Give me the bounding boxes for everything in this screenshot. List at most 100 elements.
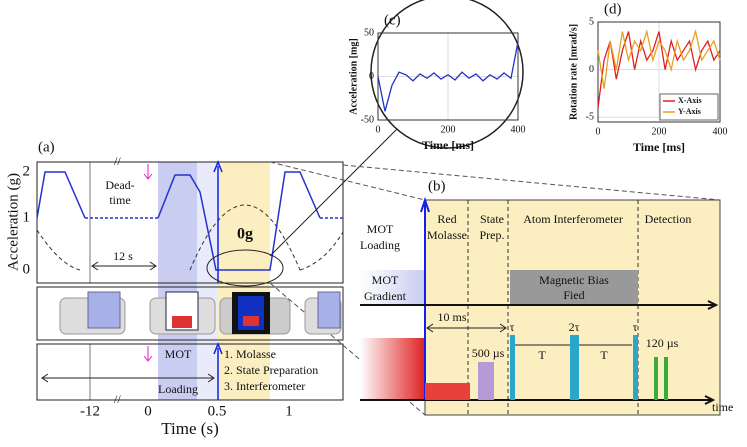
annotation: Loading xyxy=(158,382,198,396)
plot-frame xyxy=(597,21,721,123)
arrow xyxy=(420,196,430,400)
row-label: MOT xyxy=(367,222,394,236)
panel-a-middle xyxy=(36,286,344,341)
arrow xyxy=(213,159,223,283)
phase-label: Detection xyxy=(645,212,692,226)
row-label: Loading xyxy=(360,238,400,252)
duration-arrow xyxy=(426,323,507,333)
break: // xyxy=(114,392,121,406)
step: 3. Interferometer xyxy=(224,379,305,393)
panel-label: (d) xyxy=(604,1,622,17)
detection-pulse xyxy=(664,357,668,400)
y-tick-label: -5 xyxy=(586,112,594,123)
zoom-line xyxy=(342,164,721,201)
arrow xyxy=(213,341,223,400)
x-tick-label: 400 xyxy=(713,126,728,137)
row-label: Gradient xyxy=(364,289,407,303)
x-tick-label: 0 xyxy=(376,124,381,135)
phase-label: Molasse xyxy=(427,228,467,242)
y-tick-label: 0 xyxy=(23,261,31,277)
bias-label: Magnetic Bias xyxy=(539,273,609,287)
gap-label: T xyxy=(538,348,546,362)
arrow xyxy=(143,346,153,362)
pulse-label: 2τ xyxy=(569,320,580,334)
molasse-pulse xyxy=(425,383,470,400)
legend-label: X-Axis xyxy=(678,96,702,105)
panel-label: (c) xyxy=(384,12,401,28)
loading-arrow xyxy=(41,373,215,383)
y-axis-label: Rotation rate [mrad/s] xyxy=(568,24,579,120)
x-axis-label: Time [ms] xyxy=(633,140,685,154)
y-tick-label: 0 xyxy=(369,71,374,82)
phase-label: Prep. xyxy=(480,228,505,242)
x-tick-label: -12 xyxy=(80,403,100,419)
y-axis-label: Acceleration [mg] xyxy=(348,38,359,114)
annotation: Dead- xyxy=(105,178,134,192)
detection-pulse xyxy=(654,357,658,400)
duration-label: 500 µs xyxy=(472,346,505,360)
bias-label: Fied xyxy=(563,288,584,302)
zoom-circle xyxy=(370,0,524,149)
y-tick-label: 1 xyxy=(23,209,31,225)
time-label: time xyxy=(712,400,733,414)
y-tick-label: 0 xyxy=(589,64,594,75)
step: 1. Molasse xyxy=(224,347,276,361)
x-tick-label: 400 xyxy=(511,124,526,135)
x-tick-label: 200 xyxy=(441,124,456,135)
annotation: time xyxy=(109,193,130,207)
annotation: MOT xyxy=(165,347,192,361)
gradient-shade xyxy=(360,270,425,305)
annotation: 12 s xyxy=(113,249,133,263)
data-line xyxy=(597,28,721,89)
step: 2. State Preparation xyxy=(224,363,318,377)
acceleration-curve xyxy=(36,171,321,271)
x-tick-label: 0.5 xyxy=(208,403,227,419)
y-tick-label: -50 xyxy=(361,114,374,125)
phase-label: Atom Interferometer xyxy=(523,212,623,226)
zoom-line xyxy=(269,161,426,201)
time-axis xyxy=(360,300,719,405)
x-axis-label: Time [ms] xyxy=(422,138,474,152)
phase-label: State xyxy=(480,212,504,226)
panel-a-top xyxy=(36,161,344,284)
arrow xyxy=(143,164,153,180)
raman-pulse xyxy=(633,335,638,400)
x-axis-label: Time (s) xyxy=(161,419,218,438)
legend xyxy=(659,93,719,121)
phase-label: Red xyxy=(437,212,456,226)
x-tick-label: 1 xyxy=(285,403,293,419)
y-tick-label: 5 xyxy=(589,16,594,27)
pulse-label: τ xyxy=(633,320,638,334)
zero-g-shade xyxy=(218,162,270,400)
interval-arrow xyxy=(91,261,157,271)
gap-label: T xyxy=(600,348,608,362)
y-axis-label: Acceleration (g) xyxy=(5,173,21,271)
annotation: 0g xyxy=(237,226,253,243)
pulse-label: τ xyxy=(510,320,515,334)
raman-pulse xyxy=(570,335,579,400)
zoom-line xyxy=(269,127,399,257)
x-tick-label: 0 xyxy=(144,403,152,419)
legend-label: Y-Axis xyxy=(678,107,701,116)
duration-label: 120 µs xyxy=(646,336,679,350)
bias-field xyxy=(510,270,638,305)
phase-divider xyxy=(467,200,639,415)
panel-label: (a) xyxy=(38,139,55,155)
row-label: MOT xyxy=(372,273,399,287)
zoom-ellipse xyxy=(206,249,284,287)
x-tick-label: 0 xyxy=(596,126,601,137)
x-tick-label: 200 xyxy=(652,126,667,137)
y-tick-label: 50 xyxy=(364,27,374,38)
panel-a-bottom xyxy=(36,343,344,401)
break: // xyxy=(114,154,121,168)
data-line xyxy=(377,41,519,112)
prep-pulse xyxy=(478,362,494,400)
y-tick-label: 2 xyxy=(23,163,31,179)
prep-shade xyxy=(197,162,218,400)
duration-label: 10 ms xyxy=(437,310,466,324)
trajectory xyxy=(36,204,344,271)
panel-label: (b) xyxy=(428,178,446,194)
loading-shade xyxy=(360,338,425,400)
data-line xyxy=(597,31,721,108)
